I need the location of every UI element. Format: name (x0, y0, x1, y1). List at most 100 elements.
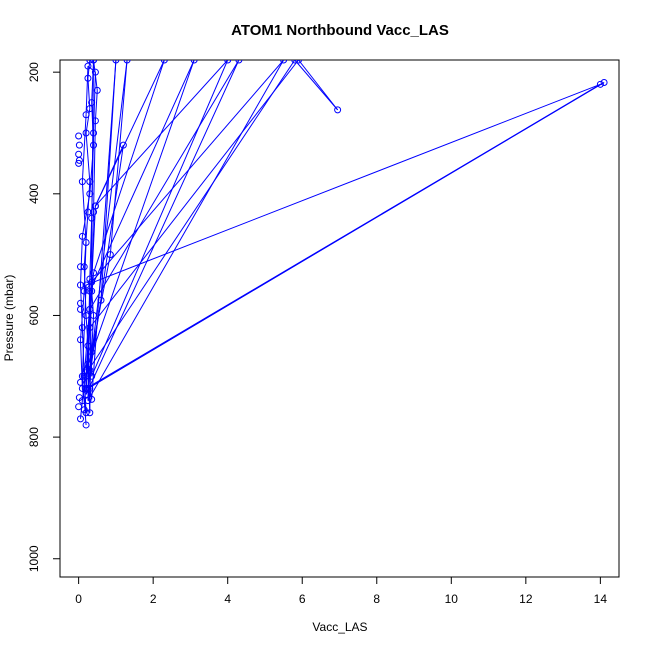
data-point (86, 366, 94, 374)
data-point (88, 287, 96, 295)
y-tick-label: 200 (27, 62, 41, 82)
series-line-segment (87, 65, 96, 73)
data-point (86, 190, 94, 198)
data-point (82, 366, 90, 374)
data-point (80, 372, 88, 380)
data-point (123, 60, 131, 64)
series-line-segment (93, 60, 165, 274)
data-point (82, 129, 90, 137)
data-point (90, 311, 98, 319)
y-tick-label: 400 (27, 183, 41, 203)
data-point (596, 80, 604, 88)
data-point (75, 159, 83, 167)
data-point (88, 99, 96, 107)
data-point (86, 105, 94, 113)
data-point (91, 68, 99, 76)
series-line-segment (79, 339, 83, 389)
data-point (90, 129, 98, 137)
data-point (88, 348, 96, 356)
data-point (90, 269, 98, 277)
series-line-segment (85, 108, 91, 134)
data-point (76, 336, 84, 344)
data-point (84, 360, 92, 368)
data-point (334, 106, 342, 114)
data-point (86, 287, 94, 295)
data-point (224, 60, 232, 64)
data-point (86, 409, 94, 417)
data-point (76, 415, 84, 423)
data-point (75, 156, 83, 164)
data-point (88, 395, 96, 403)
data-point (80, 406, 88, 414)
data-point (84, 384, 92, 392)
x-tick-label: 6 (299, 592, 306, 606)
data-point (75, 150, 83, 158)
data-point (91, 117, 99, 125)
series-line-segment (83, 60, 296, 377)
data-point (82, 311, 90, 319)
data-point (160, 60, 168, 64)
data-point (86, 324, 94, 332)
series-line-segment (79, 236, 83, 286)
data-point (291, 60, 299, 64)
data-point (91, 202, 99, 210)
data-point (82, 384, 90, 392)
data-point (88, 372, 96, 380)
x-tick-label: 10 (445, 592, 459, 606)
data-point (119, 141, 127, 149)
series-line-segment (81, 193, 91, 237)
series-line-segment (87, 83, 601, 389)
data-point (84, 62, 92, 70)
y-tick-label: 600 (27, 305, 41, 325)
data-point (75, 132, 83, 140)
data-point (106, 251, 114, 259)
x-tick-label: 14 (594, 592, 608, 606)
series-line-segment (89, 60, 240, 310)
series-line-segment (94, 60, 165, 207)
data-point (76, 378, 84, 386)
data-point (93, 86, 101, 94)
x-tick-label: 4 (224, 592, 231, 606)
data-point (90, 60, 98, 64)
data-point (84, 342, 92, 350)
data-point (78, 178, 86, 186)
data-point (78, 324, 86, 332)
data-point (280, 60, 288, 64)
data-point (82, 281, 90, 289)
series-line-segment (83, 242, 87, 292)
series-line-segment (87, 60, 285, 401)
x-tick-label: 12 (519, 592, 533, 606)
chart-title: ATOM1 Northbound Vacc_LAS (231, 22, 449, 39)
data-point (235, 60, 243, 64)
series-line-segment (89, 60, 195, 292)
series-line-segment (81, 114, 87, 182)
axes: 0 2 4 6 8 10 12 14 200 400 600 800 1000 (27, 62, 607, 606)
data-point (84, 74, 92, 82)
series-line-segment (81, 376, 87, 401)
plot-frame (59, 59, 620, 578)
data-point (295, 60, 303, 64)
y-tick-label: 1000 (27, 545, 41, 572)
data-point (84, 397, 92, 405)
data-point (75, 403, 83, 411)
series-line-segment (94, 90, 98, 121)
series-line-segment (81, 285, 87, 377)
data-point (600, 79, 608, 87)
series-line-segment (87, 78, 91, 109)
data-point (78, 372, 86, 380)
series-line-segment (91, 60, 229, 377)
data-point (86, 384, 94, 392)
series-line-segment (85, 60, 240, 395)
data-point (86, 178, 94, 186)
data-point (90, 208, 98, 216)
x-axis-label: Vacc_LAS (312, 620, 367, 634)
data-point (112, 60, 120, 64)
data-point (76, 299, 84, 307)
data-point (75, 141, 83, 149)
data-point (90, 141, 98, 149)
series-layer (75, 60, 608, 429)
data-point (97, 296, 105, 304)
data-point (76, 263, 84, 271)
data-point (190, 60, 198, 64)
